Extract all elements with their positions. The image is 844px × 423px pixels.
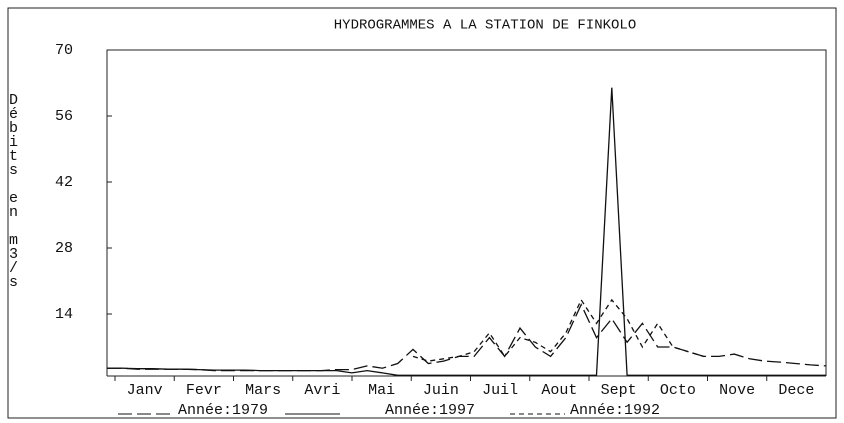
y-tick-label: 14	[55, 306, 73, 323]
x-tick-label: Avri	[304, 382, 340, 399]
x-tick-label: Sept	[601, 382, 637, 399]
y-tick-label: 56	[55, 108, 73, 125]
y-axis-label: Débits en m3/s	[5, 92, 22, 288]
legend-label: Année:1997	[385, 402, 475, 419]
x-tick-label: Juil	[482, 382, 518, 399]
y-tick-label: 28	[55, 240, 73, 257]
legend-label: Année:1979	[178, 402, 268, 419]
x-tick-label: Mai	[368, 382, 395, 399]
chart-title: HYDROGRAMMES A LA STATION DE FINKOLO	[334, 18, 636, 34]
x-tick-label: Nove	[719, 382, 755, 399]
x-tick-label: Fevr	[186, 382, 222, 399]
x-tick-label: Aout	[541, 382, 577, 399]
x-tick-label: Janv	[127, 382, 163, 399]
frame	[7, 7, 837, 419]
legend-label: Année:1992	[570, 402, 660, 419]
y-tick-label: 42	[55, 174, 73, 191]
x-tick-label: Mars	[245, 382, 281, 399]
series-line	[412, 298, 704, 362]
series-line	[107, 87, 826, 376]
plot-frame	[106, 49, 827, 376]
x-tick-label: Dece	[778, 382, 814, 399]
x-tick-label: Juin	[423, 382, 459, 399]
x-tick-label: Octo	[660, 382, 696, 399]
series-line	[107, 303, 827, 372]
y-tick-label: 70	[55, 42, 73, 59]
